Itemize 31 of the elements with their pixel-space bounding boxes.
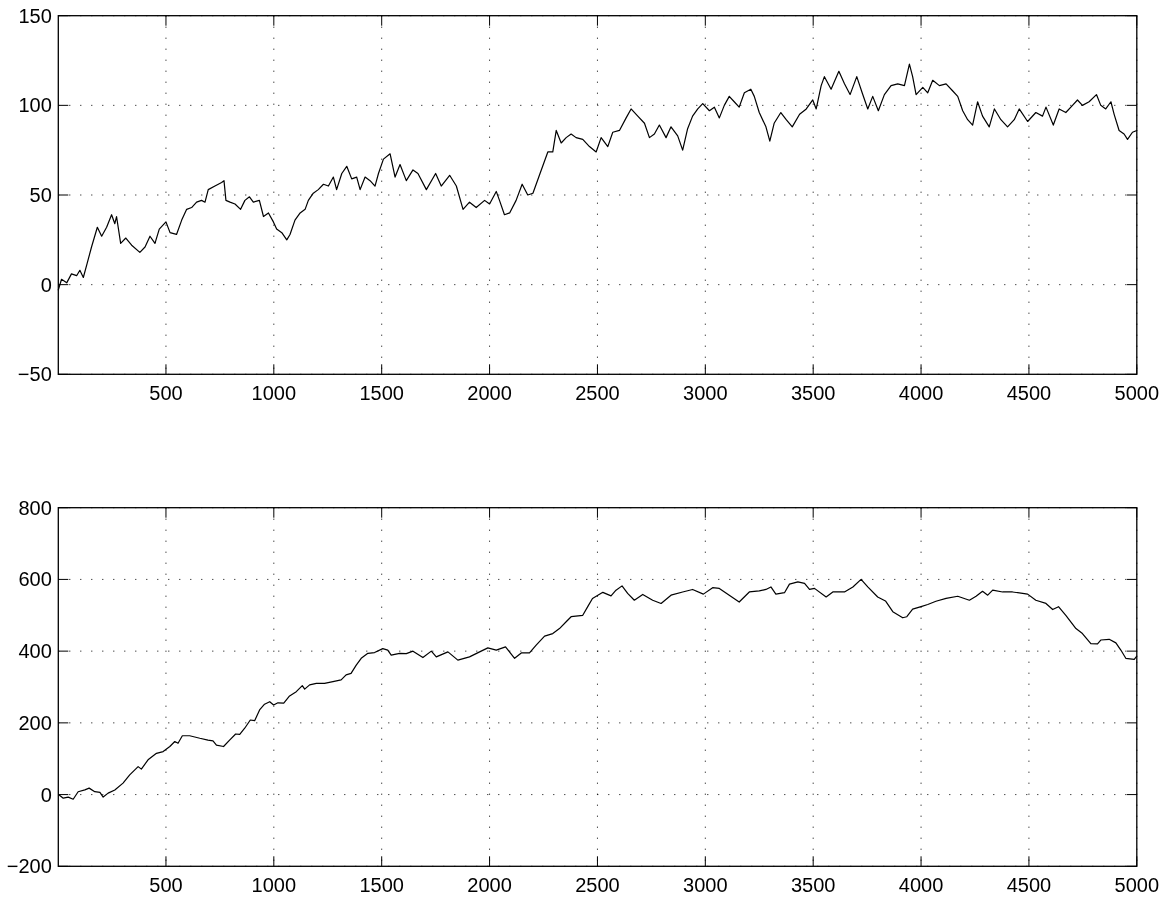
x-tick-label: 3000 <box>683 382 728 405</box>
x-tick-label: 1000 <box>251 874 297 897</box>
x-tick-label: 2000 <box>467 874 512 897</box>
y-tick-label: 800 <box>18 496 52 519</box>
x-tick-label: 2500 <box>575 874 620 897</box>
x-tick-label: 4500 <box>1006 874 1052 897</box>
y-tick-label: −200 <box>6 855 52 878</box>
x-tick-label: 1500 <box>359 874 404 897</box>
y-tick-label: −50 <box>17 363 52 386</box>
y-tick-label: 100 <box>18 94 52 117</box>
x-tick-label: 3000 <box>683 874 728 897</box>
x-tick-label: 1500 <box>359 382 404 405</box>
x-tick-label: 500 <box>149 874 183 897</box>
y-tick-label: 150 <box>18 4 52 27</box>
x-tick-label: 2000 <box>467 382 512 405</box>
y-tick-label: 200 <box>18 711 52 734</box>
x-tick-label: 4000 <box>898 874 944 897</box>
x-tick-label: 4500 <box>1006 382 1052 405</box>
x-tick-label: 5000 <box>1114 874 1160 897</box>
x-tick-label: 3500 <box>790 874 836 897</box>
x-tick-label: 2500 <box>575 382 620 405</box>
y-tick-label: 0 <box>40 273 52 296</box>
x-tick-label: 500 <box>149 382 183 405</box>
y-tick-label: 400 <box>18 640 52 663</box>
x-tick-label: 1000 <box>251 382 297 405</box>
y-tick-label: 50 <box>29 184 52 206</box>
y-tick-label: 0 <box>40 783 52 806</box>
y-tick-label: 600 <box>18 568 52 591</box>
x-tick-label: 4000 <box>898 382 944 405</box>
x-tick-label: 5000 <box>1114 382 1160 405</box>
x-tick-label: 3500 <box>790 382 836 405</box>
